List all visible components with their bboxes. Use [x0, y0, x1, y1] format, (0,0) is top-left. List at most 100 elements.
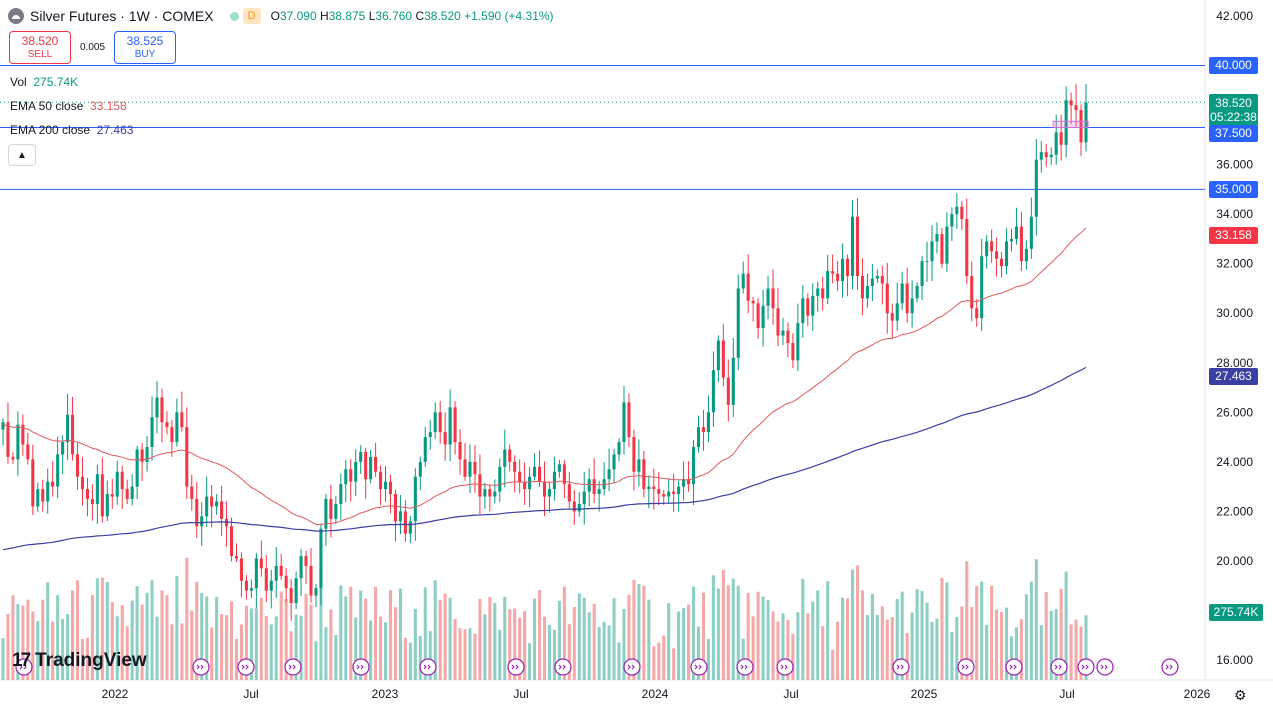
volume-bar: [547, 624, 552, 680]
candle-body: [314, 588, 318, 596]
volume-bar: [165, 595, 169, 680]
volume-bar: [448, 597, 452, 680]
volume-bar: [523, 611, 527, 680]
candle-body: [448, 407, 452, 445]
dividend-arrow-icon[interactable]: [507, 658, 525, 676]
volume-bar: [71, 590, 75, 680]
candle-body: [1039, 152, 1043, 160]
candle-body: [860, 276, 864, 299]
candle-body: [244, 580, 248, 591]
dividend-arrow-icon[interactable]: [192, 658, 210, 676]
event-marker-arrow: [627, 664, 635, 670]
dividend-arrow-icon[interactable]: [736, 658, 754, 676]
volume-bar: [130, 600, 134, 680]
volume-bar: [627, 594, 631, 680]
candle-body: [607, 469, 611, 480]
dividend-arrow-icon[interactable]: [554, 658, 572, 676]
candle-body: [687, 479, 691, 485]
volume-bar: [652, 646, 656, 680]
candle-body: [334, 503, 338, 519]
dividend-arrow-icon[interactable]: [237, 658, 255, 676]
candle-body: [1014, 226, 1018, 239]
dividend-arrow-icon[interactable]: [419, 658, 437, 676]
volume-bar: [16, 604, 20, 680]
volume-bar: [806, 613, 810, 680]
candle-body: [16, 424, 20, 460]
event-marker-circle: [237, 658, 255, 676]
volume-bar: [344, 596, 348, 680]
volume-bar: [324, 627, 328, 680]
volume-bar: [259, 597, 263, 680]
volume-bar: [771, 611, 775, 680]
gear-icon[interactable]: ⚙: [1234, 687, 1247, 703]
volume-legend[interactable]: Vol 275.74K: [10, 75, 79, 89]
volume-bar: [711, 575, 715, 680]
candle-body: [1059, 132, 1063, 145]
candle-body: [801, 298, 805, 324]
dividend-arrow-icon[interactable]: [957, 658, 975, 676]
candle-body: [533, 466, 537, 477]
y-tick-label: 34.000: [1216, 207, 1253, 221]
volume-bar: [691, 586, 696, 680]
dividend-arrow-icon[interactable]: [15, 658, 33, 676]
volume-bar: [870, 594, 874, 680]
volume-bar: [274, 616, 278, 680]
dividend-arrow-icon[interactable]: [1161, 658, 1179, 676]
volume-bar: [369, 620, 373, 680]
volume-bar: [756, 591, 760, 680]
candle-body: [1029, 216, 1033, 249]
volume-bar: [229, 601, 234, 680]
candle-body: [587, 479, 591, 492]
candle-body: [428, 432, 432, 438]
volume-bar: [850, 569, 855, 680]
volume-bar: [210, 627, 214, 680]
volume-bar: [374, 586, 378, 680]
candle-body: [657, 489, 661, 495]
ema50-line: [2, 227, 1087, 526]
candle-body: [26, 444, 30, 460]
dividend-arrow-icon[interactable]: [1005, 658, 1023, 676]
ema50-legend[interactable]: EMA 50 close 33.158: [10, 99, 127, 113]
x-tick-label: 2025: [911, 687, 938, 701]
candle-body: [1069, 100, 1073, 106]
candle-body: [930, 241, 934, 262]
tradingview-logo[interactable]: 17 TradingView: [12, 650, 147, 671]
buy-button[interactable]: 38.525 BUY: [114, 31, 176, 64]
data-delay-badge[interactable]: D: [242, 8, 261, 24]
candle-body: [140, 449, 144, 462]
ema200-legend[interactable]: EMA 200 close 27.463: [10, 123, 134, 137]
event-marker-circle: [1161, 658, 1179, 676]
dividend-arrow-icon[interactable]: [1096, 658, 1114, 676]
volume-bar: [403, 637, 407, 680]
volume-bar: [796, 612, 800, 680]
event-marker-arrow: [780, 664, 788, 670]
candle-body: [1009, 238, 1014, 242]
collapse-legend-button[interactable]: ▲: [8, 144, 36, 166]
candle-body: [284, 575, 288, 589]
dividend-arrow-icon[interactable]: [776, 658, 794, 676]
volume-bar: [1029, 581, 1033, 680]
candle-body: [647, 486, 651, 490]
dividend-arrow-icon[interactable]: [892, 658, 910, 676]
volume-bar: [846, 598, 850, 680]
dividend-arrow-icon[interactable]: [690, 658, 708, 676]
symbol-title[interactable]: Silver Futures · 1W · COMEX: [30, 8, 214, 24]
volume-bar: [21, 605, 25, 680]
dividend-arrow-icon[interactable]: [1050, 658, 1068, 676]
candle-body: [791, 342, 795, 361]
dividend-arrow-icon[interactable]: [284, 658, 302, 676]
sell-button[interactable]: 38.520 SELL: [9, 31, 71, 64]
y-tick-label: 28.000: [1216, 356, 1253, 370]
volume-bar: [1044, 591, 1048, 680]
candle-body: [309, 565, 313, 596]
volume-bar: [716, 588, 720, 680]
dividend-arrow-icon[interactable]: [623, 658, 641, 676]
volume-bar: [41, 599, 45, 680]
candle-body: [180, 412, 184, 428]
candle-body: [1044, 152, 1048, 158]
dividend-arrow-icon[interactable]: [1077, 658, 1095, 676]
candle-body: [165, 422, 169, 428]
dividend-arrow-icon[interactable]: [352, 658, 370, 676]
volume-bar: [508, 609, 512, 680]
